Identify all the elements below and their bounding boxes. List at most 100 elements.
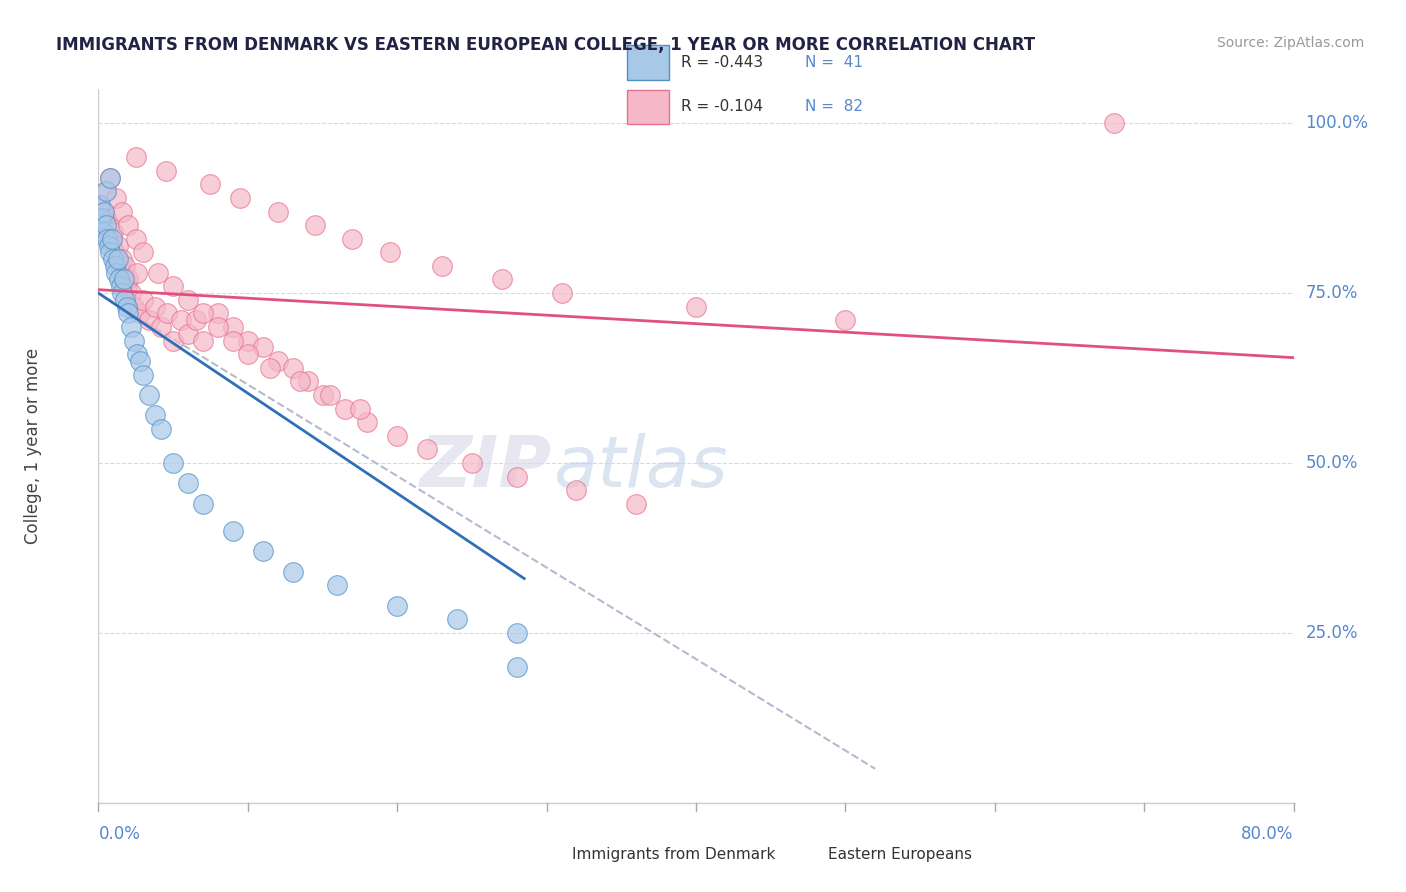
Point [385, 599, 409, 613]
Point [155, 163, 177, 178]
Text: N =  41: N = 41 [804, 54, 863, 70]
Point [200, 178, 222, 192]
Point [127, 266, 149, 280]
Point [565, 483, 588, 498]
Text: N =  82: N = 82 [804, 99, 863, 114]
Point [222, 334, 245, 348]
Point [124, 300, 146, 314]
Point [129, 306, 152, 320]
Point [378, 245, 401, 260]
Point [143, 300, 166, 314]
Point [94, 218, 117, 232]
Point [222, 524, 245, 538]
Point [111, 204, 134, 219]
Text: 25.0%: 25.0% [1305, 624, 1358, 642]
Point [297, 375, 319, 389]
Point [127, 347, 149, 361]
Text: 75.0%: 75.0% [1305, 284, 1358, 302]
Point [461, 456, 484, 470]
Text: Immigrants from Denmark: Immigrants from Denmark [572, 847, 776, 862]
Point [229, 191, 252, 205]
Point [94, 184, 117, 198]
FancyBboxPatch shape [627, 90, 669, 124]
Point [129, 354, 152, 368]
Point [162, 456, 184, 470]
Point [177, 326, 200, 341]
Point [342, 232, 364, 246]
Point [108, 259, 131, 273]
Point [430, 259, 453, 273]
Point [120, 320, 142, 334]
Point [446, 612, 468, 626]
Point [108, 272, 131, 286]
Point [385, 429, 409, 443]
Point [96, 225, 118, 239]
Point [506, 469, 529, 483]
Text: ZIP: ZIP [420, 433, 553, 502]
Point [169, 313, 191, 327]
Point [125, 232, 148, 246]
Point [267, 354, 290, 368]
Point [259, 360, 281, 375]
Point [143, 409, 166, 423]
Point [117, 218, 139, 232]
Point [236, 347, 259, 361]
Point [105, 266, 128, 280]
Point [191, 334, 214, 348]
Point [107, 252, 129, 266]
Point [550, 286, 572, 301]
Point [101, 232, 124, 246]
Point [177, 476, 200, 491]
Point [110, 266, 132, 280]
Point [162, 334, 184, 348]
Point [138, 313, 160, 327]
Point [132, 245, 155, 260]
Point [117, 272, 139, 286]
Point [319, 388, 342, 402]
Point [184, 313, 207, 327]
Point [191, 497, 214, 511]
Point [111, 286, 134, 301]
Point [98, 170, 122, 185]
Point [491, 272, 513, 286]
Point [311, 388, 333, 402]
Point [624, 497, 647, 511]
Point [98, 170, 122, 185]
Point [222, 320, 245, 334]
Point [107, 238, 129, 252]
Point [207, 306, 229, 320]
Point [177, 293, 200, 307]
Point [252, 544, 274, 558]
Point [138, 388, 160, 402]
Point [115, 279, 138, 293]
Text: 80.0%: 80.0% [1241, 825, 1294, 843]
Text: atlas: atlas [553, 433, 727, 502]
Point [101, 238, 124, 252]
Point [156, 306, 179, 320]
Point [1104, 116, 1126, 130]
Text: 50.0%: 50.0% [1305, 454, 1358, 472]
Point [117, 306, 139, 320]
Text: Source: ZipAtlas.com: Source: ZipAtlas.com [1216, 36, 1364, 50]
Point [89, 198, 111, 212]
Point [97, 218, 120, 232]
Point [132, 368, 155, 382]
Point [98, 232, 122, 246]
Point [356, 415, 378, 429]
Point [112, 272, 135, 286]
Point [288, 375, 311, 389]
Point [252, 341, 274, 355]
Point [94, 211, 117, 226]
Point [207, 320, 229, 334]
Point [506, 626, 529, 640]
Point [124, 334, 146, 348]
Point [416, 442, 439, 457]
Point [104, 245, 127, 260]
Text: R = -0.443: R = -0.443 [681, 54, 763, 70]
Point [120, 286, 142, 301]
Point [125, 150, 148, 164]
Text: 0.0%: 0.0% [98, 825, 141, 843]
Point [96, 232, 118, 246]
Point [685, 300, 707, 314]
Point [104, 259, 127, 273]
